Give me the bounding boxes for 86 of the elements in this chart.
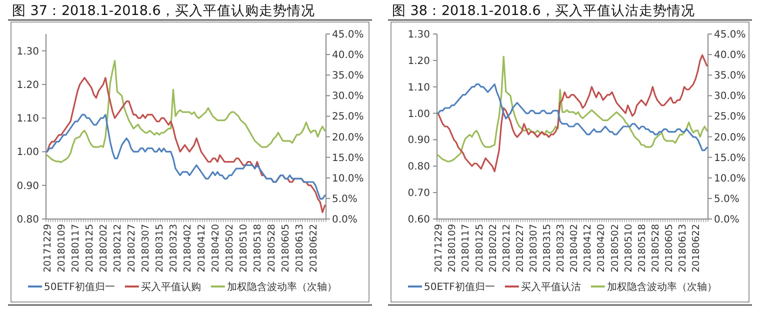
y-tick-label: 1.30 (16, 46, 39, 58)
legend-label: 加权隐含波动率（次轴） (606, 281, 717, 293)
legend-label: 加权隐含波动率（次轴） (226, 281, 337, 293)
x-tick-label: 20180528 (650, 224, 662, 272)
y2-tick-label: 0.0% (714, 214, 740, 226)
y2-tick-label: 20.0% (714, 132, 746, 144)
line-series (437, 83, 708, 152)
y-tick-label: 0.60 (408, 214, 430, 226)
legend-label: 买入平值认沽 (520, 281, 581, 293)
y-tick-label: 1.00 (408, 108, 430, 120)
y-tick-label: 0.90 (16, 180, 39, 192)
y2-tick-label: 35.0% (332, 70, 364, 82)
y2-tick-label: 25.0% (332, 112, 364, 123)
legend-label: 50ETF初值归一 (44, 281, 115, 293)
y2-tick-label: 30.0% (332, 91, 364, 102)
x-tick-label: 20180622 (308, 224, 320, 272)
y2-tick-label: 0.0% (332, 214, 358, 226)
x-tick-label: 20180502 (610, 224, 621, 272)
legend-label: 50ETF初值归一 (424, 281, 495, 293)
y2-tick-label: 45.0% (332, 30, 364, 40)
x-tick-label: 20180117 (460, 224, 472, 272)
y2-tick-label: 40.0% (714, 50, 746, 62)
x-tick-label: 20180420 (210, 224, 222, 272)
y-tick-label: 0.80 (408, 162, 430, 173)
y2-tick-label: 5.0% (332, 194, 358, 205)
x-tick-label: 20180502 (224, 224, 236, 272)
x-tick-label: 20180510 (238, 224, 250, 272)
x-tick-label: 20180605 (664, 224, 675, 272)
x-tick-label: 20180202 (488, 224, 499, 272)
y2-tick-label: 5.0% (714, 194, 740, 205)
x-tick-label: 20180315 (154, 224, 166, 272)
y2-tick-label: 10.0% (332, 173, 364, 184)
x-tick-label: 20180622 (691, 224, 702, 272)
y2-tick-label: 30.0% (714, 91, 746, 102)
y-tick-label: 1.10 (16, 114, 39, 125)
x-tick-label: 20180109 (447, 224, 458, 272)
x-tick-label: 20180605 (280, 224, 292, 272)
y-tick-label: 1.20 (16, 80, 39, 91)
y-tick-label: 1.00 (16, 147, 39, 158)
x-tick-label: 20180402 (182, 224, 194, 272)
x-tick-label: 20180307 (140, 224, 152, 272)
x-tick-label: 20171229 (434, 224, 445, 272)
x-tick-label: 20180323 (168, 224, 180, 272)
x-tick-label: 20180412 (196, 224, 208, 272)
x-tick-label: 20180212 (112, 224, 124, 272)
y-tick-label: 1.20 (408, 56, 430, 67)
legend-label: 买入平值认购 (140, 281, 201, 293)
y-tick-label: 1.10 (408, 82, 430, 94)
x-tick-label: 20180402 (569, 224, 580, 272)
y-tick-label: 0.90 (408, 135, 430, 146)
x-tick-label: 20171229 (42, 224, 54, 272)
line-series (46, 76, 326, 214)
y2-tick-label: 15.0% (714, 152, 746, 164)
x-tick-label: 20180202 (98, 224, 110, 272)
x-tick-label: 20180315 (542, 224, 554, 272)
x-tick-label: 20180109 (56, 224, 68, 272)
x-tick-label: 20180227 (514, 224, 526, 272)
chart-title: 图 37：2018.1-2018.6，买入平值认购走势情况 (12, 3, 315, 19)
y2-tick-label: 20.0% (332, 132, 364, 144)
x-tick-label: 20180307 (528, 224, 540, 272)
x-tick-label: 20180510 (623, 224, 634, 272)
x-tick-label: 20180125 (474, 224, 486, 272)
x-tick-label: 20180412 (582, 224, 594, 272)
y2-tick-label: 15.0% (332, 152, 364, 164)
y2-tick-label: 10.0% (714, 173, 746, 184)
x-tick-label: 20180212 (501, 224, 512, 272)
x-tick-label: 20180117 (70, 224, 82, 272)
y2-tick-label: 35.0% (714, 70, 746, 82)
y-tick-label: 0.80 (16, 214, 39, 226)
x-tick-label: 20180125 (84, 224, 96, 272)
x-tick-label: 20180613 (678, 224, 689, 272)
x-tick-label: 20180518 (636, 224, 648, 272)
y2-tick-label: 40.0% (332, 50, 364, 62)
x-tick-label: 20180613 (294, 224, 306, 272)
y-tick-label: 1.30 (408, 30, 430, 40)
x-tick-label: 20180227 (126, 224, 138, 272)
y2-tick-label: 25.0% (714, 112, 746, 123)
x-tick-label: 20180518 (252, 224, 264, 272)
y2-tick-label: 45.0% (714, 30, 746, 40)
line-series (46, 60, 326, 164)
line-series (46, 114, 326, 200)
chart-title: 图 38：2018.1-2018.6，买入平值认沽走势情况 (392, 3, 695, 19)
x-tick-label: 20180528 (266, 224, 278, 272)
x-tick-label: 20180420 (596, 224, 608, 272)
y-tick-label: 0.70 (408, 188, 430, 200)
x-tick-label: 20180323 (556, 224, 567, 272)
